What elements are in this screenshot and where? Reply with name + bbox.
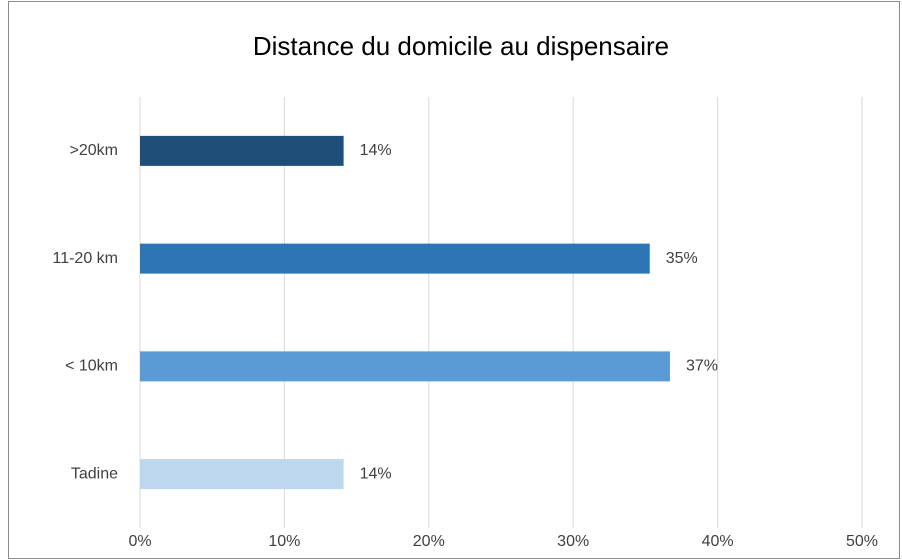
data-label: 14% xyxy=(360,465,392,482)
bar xyxy=(140,135,344,166)
bar xyxy=(140,459,344,490)
x-tick-label: 20% xyxy=(413,533,445,550)
bar xyxy=(140,243,650,274)
x-tick-label: 0% xyxy=(128,533,151,550)
x-tick-label: 10% xyxy=(268,533,300,550)
x-tick-label: 50% xyxy=(846,533,878,550)
x-tick-label: 30% xyxy=(557,533,589,550)
chart-title: Distance du domicile au dispensaire xyxy=(253,31,669,61)
data-label: 35% xyxy=(666,250,698,267)
x-tick-label: 40% xyxy=(702,533,734,550)
y-tick-label: Tadine xyxy=(71,465,118,482)
data-label: 14% xyxy=(360,142,392,159)
y-tick-label: 11-20 km xyxy=(52,250,118,267)
data-label: 37% xyxy=(686,358,718,375)
y-tick-label: >20km xyxy=(70,142,118,159)
y-tick-label: < 10km xyxy=(65,358,118,375)
bar xyxy=(140,351,670,382)
